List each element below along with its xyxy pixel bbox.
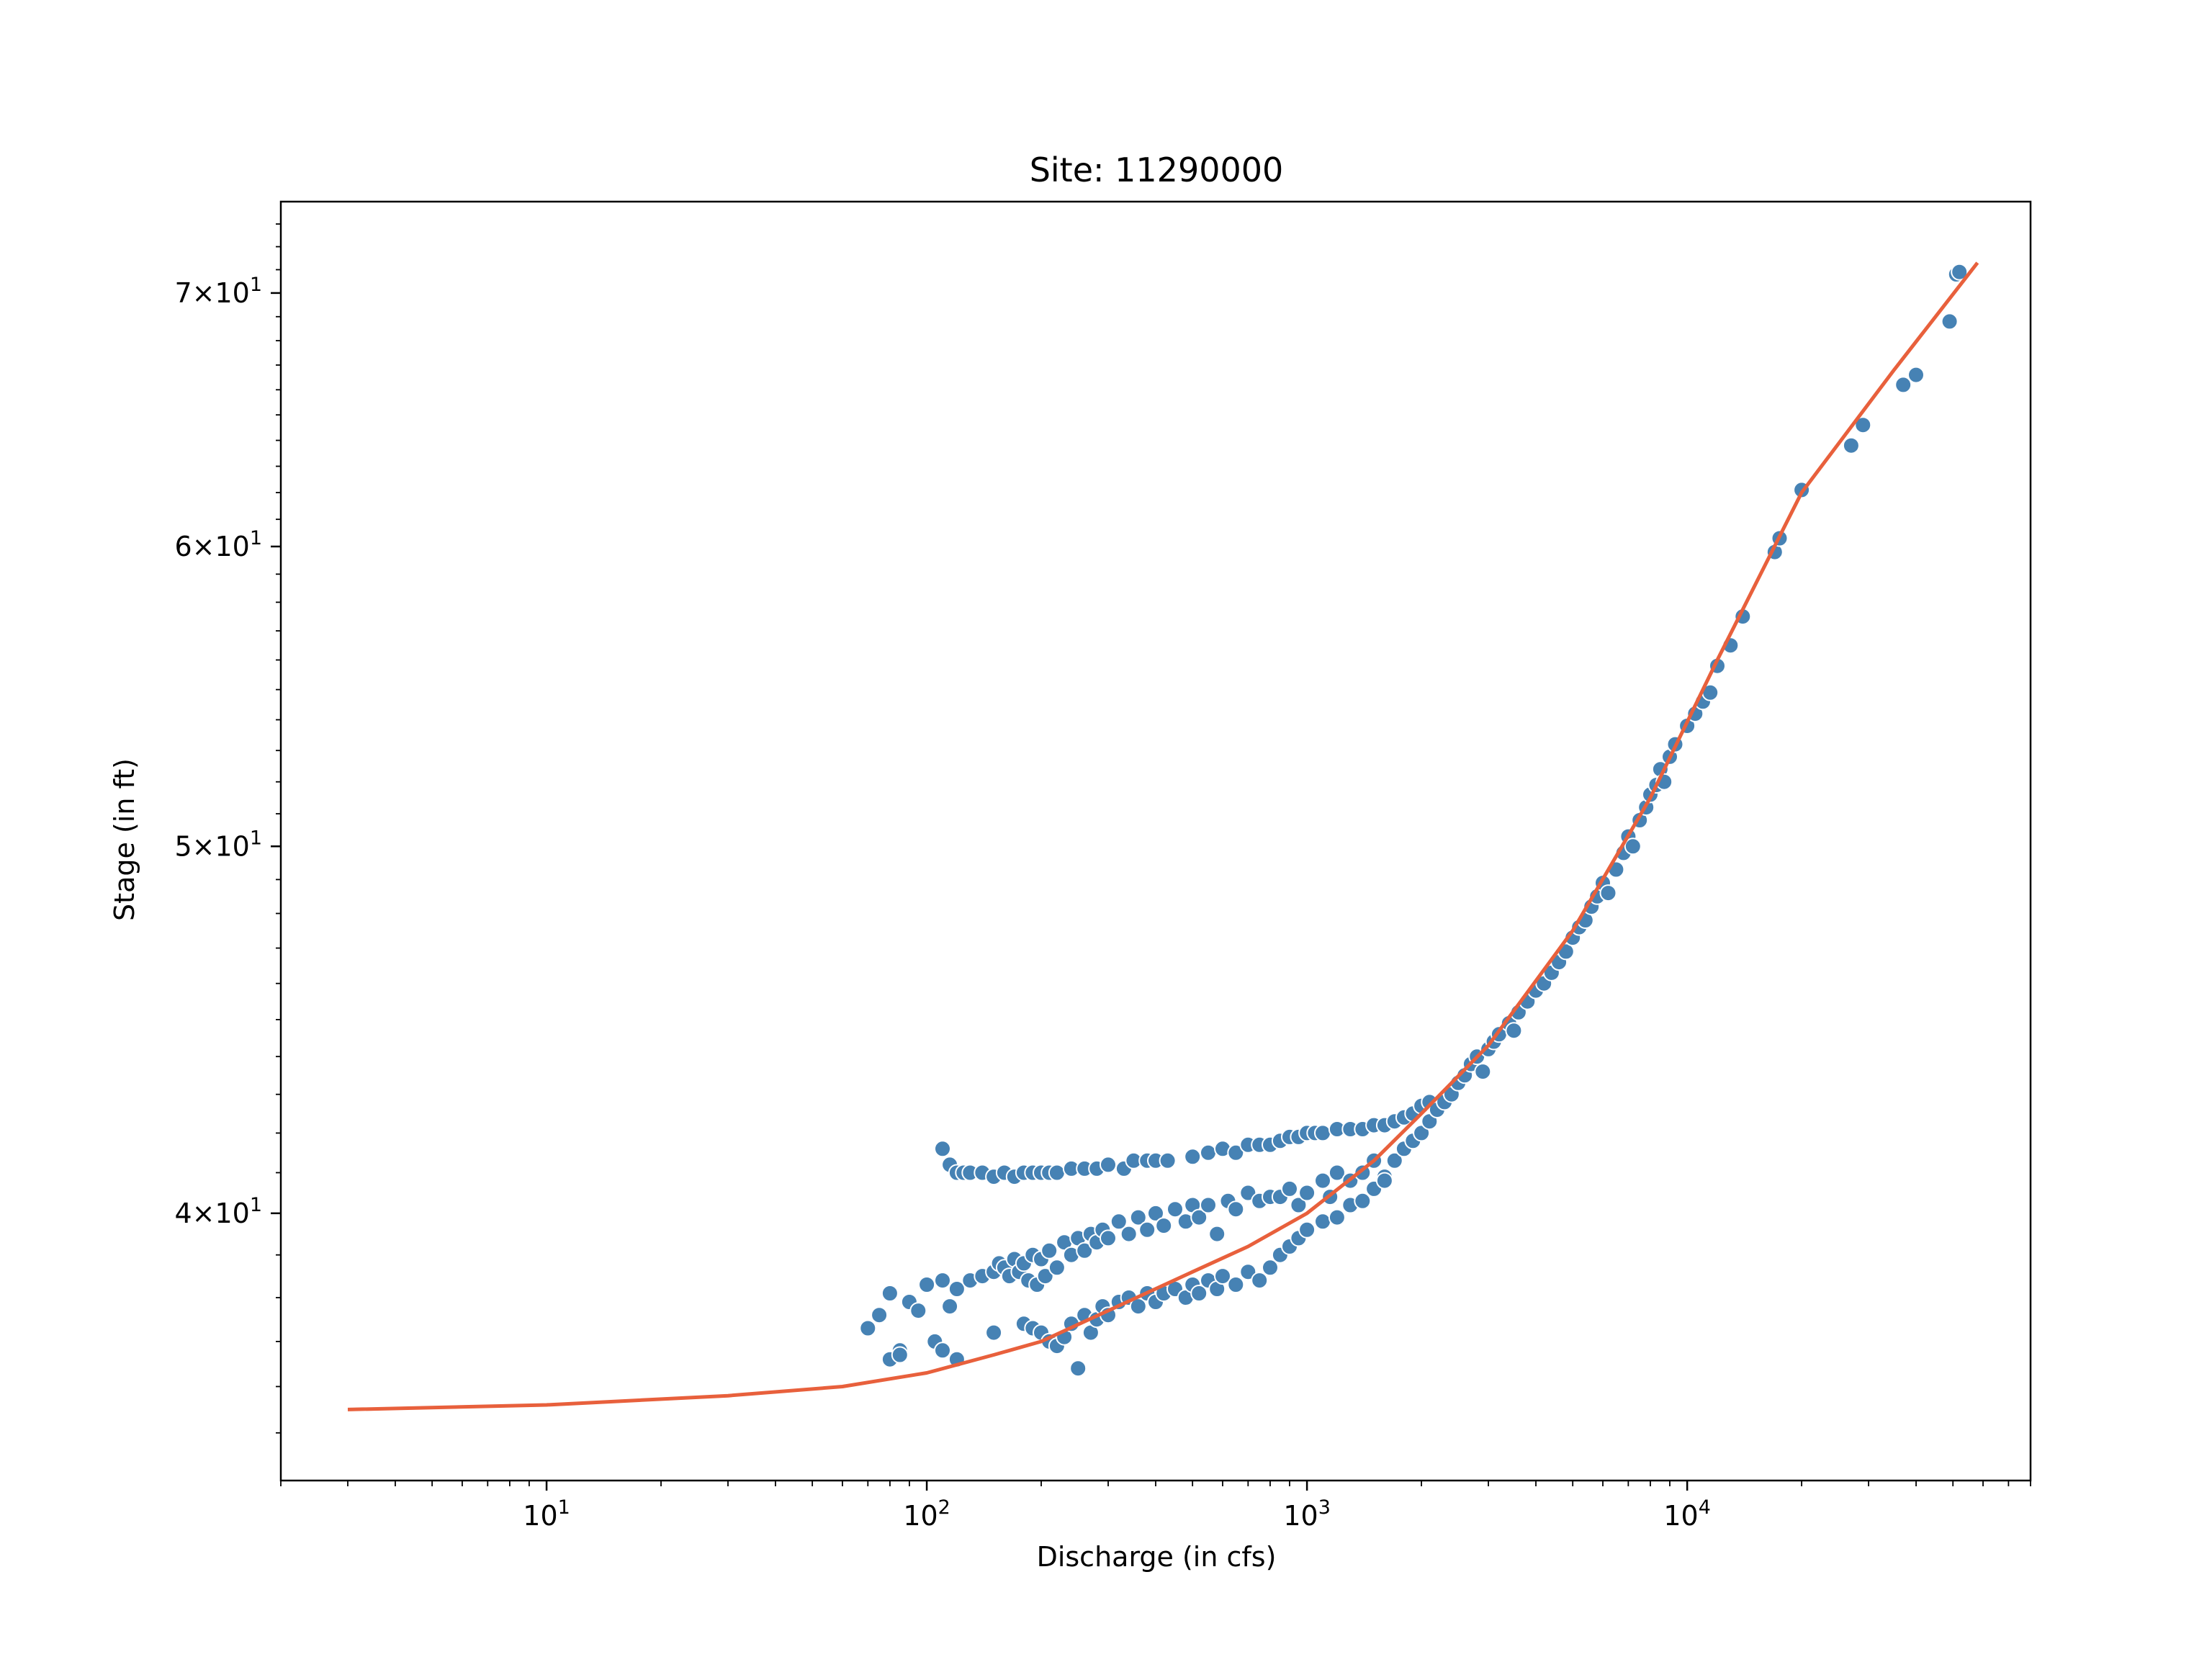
data-point: [941, 1298, 959, 1316]
x-axis-label: Discharge (in cfs): [1037, 1541, 1277, 1573]
x-tick-label: 102: [903, 1496, 950, 1532]
data-point: [1227, 1200, 1245, 1218]
data-point: [891, 1346, 909, 1364]
data-point: [1941, 313, 1959, 331]
data-point: [1375, 1172, 1393, 1190]
chart-title: Site: 11290000: [1030, 151, 1284, 189]
data-point: [1159, 1151, 1177, 1169]
data-point: [1227, 1144, 1245, 1162]
data-point: [1262, 1259, 1279, 1277]
plot-frame: [279, 200, 2032, 1482]
data-point: [1854, 416, 1872, 434]
data-point: [1354, 1192, 1372, 1210]
data-point: [1129, 1208, 1147, 1226]
data-point: [918, 1276, 936, 1293]
data-point: [1951, 263, 1969, 281]
data-point: [934, 1272, 951, 1290]
data-point: [1385, 1151, 1403, 1169]
x-tick-label: 101: [523, 1496, 570, 1532]
data-point: [871, 1306, 889, 1324]
y-axis-ticks: 4×101 5×101 6×101 7×101: [174, 223, 281, 1434]
data-point: [1281, 1180, 1298, 1198]
data-point: [1147, 1204, 1164, 1222]
data-point: [1190, 1208, 1208, 1226]
data-point: [1048, 1164, 1066, 1182]
data-point: [1100, 1229, 1117, 1247]
data-point: [1413, 1124, 1431, 1142]
data-point: [1138, 1221, 1156, 1239]
data-point: [1842, 436, 1860, 454]
data-point: [985, 1324, 1003, 1342]
y-tick-label: 6×101: [174, 527, 262, 562]
data-point: [1069, 1360, 1087, 1378]
data-point: [1314, 1213, 1331, 1231]
data-point: [1328, 1208, 1346, 1226]
data-point: [1166, 1200, 1184, 1218]
data-point: [1505, 1022, 1523, 1040]
y-tick-label: 7×101: [174, 274, 262, 309]
data-point: [1251, 1272, 1269, 1290]
data-point: [1314, 1172, 1331, 1190]
data-point: [1048, 1259, 1066, 1277]
data-point: [1100, 1156, 1117, 1174]
data-point: [1298, 1184, 1316, 1202]
data-point: [1474, 1063, 1492, 1081]
data-point: [1227, 1276, 1245, 1293]
x-axis-ticks: 101 102 103 104: [280, 1481, 2031, 1532]
x-tick-label: 103: [1283, 1496, 1331, 1532]
plot-area: [347, 261, 1979, 1411]
data-point: [1314, 1124, 1331, 1142]
data-point: [948, 1280, 966, 1298]
data-point: [1184, 1148, 1202, 1166]
data-point: [934, 1140, 951, 1158]
data-point: [1328, 1164, 1346, 1182]
data-point: [1190, 1285, 1208, 1302]
data-point: [1624, 837, 1642, 855]
data-point: [1040, 1241, 1058, 1259]
data-point: [1907, 366, 1925, 384]
data-point: [1214, 1267, 1231, 1285]
observation-points: [859, 263, 1969, 1378]
data-point: [1200, 1144, 1217, 1162]
data-point: [1239, 1263, 1257, 1281]
data-point: [1120, 1225, 1138, 1243]
data-point: [1894, 376, 1912, 394]
data-point: [1036, 1267, 1054, 1285]
data-point: [1599, 884, 1617, 902]
y-tick-label: 4×101: [174, 1194, 262, 1229]
data-point: [1290, 1196, 1308, 1214]
y-tick-label: 5×101: [174, 827, 262, 862]
data-point: [1110, 1213, 1128, 1231]
x-tick-label: 104: [1663, 1496, 1711, 1532]
data-point: [859, 1319, 877, 1337]
data-point: [934, 1342, 951, 1360]
y-axis-label: Stage (in ft): [109, 758, 140, 921]
data-point: [881, 1285, 899, 1302]
data-point: [1076, 1241, 1094, 1259]
data-point: [1155, 1217, 1173, 1235]
data-point: [1298, 1221, 1316, 1239]
fitted-curve: [347, 261, 1979, 1411]
data-point: [1200, 1196, 1217, 1214]
data-point: [909, 1302, 927, 1320]
data-point: [1208, 1225, 1226, 1243]
